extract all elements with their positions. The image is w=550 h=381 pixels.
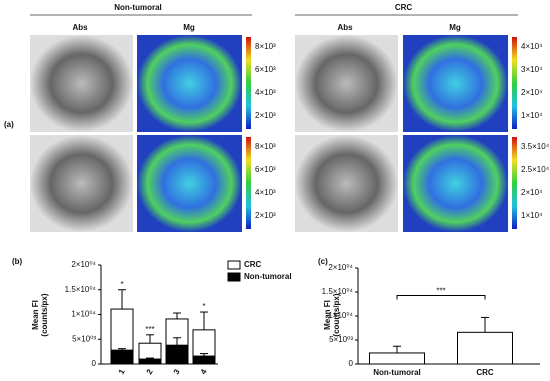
colorbar-label: 2.5×10⁴ — [521, 165, 550, 174]
bar — [369, 352, 425, 365]
y-title: Mean FI(counts/px) — [323, 293, 341, 336]
panel-label: (b) — [12, 257, 23, 266]
colorbar-label: 4×10⁴ — [521, 42, 543, 51]
mg-image — [403, 35, 508, 132]
column-label: Abs — [337, 23, 353, 32]
column-label: Mg — [449, 23, 461, 32]
colorbar — [246, 37, 251, 129]
colorbar — [246, 137, 251, 229]
bar — [192, 355, 216, 365]
x-tick-label: 4 — [199, 367, 209, 376]
group-title: Non-tumoral — [114, 3, 162, 12]
significance: *** — [436, 287, 445, 296]
y-title: Mean FI(counts/px) — [31, 293, 49, 336]
y-tick-label: 1×10⁰⁴ — [71, 310, 96, 319]
y-title-line: Mean FI — [323, 300, 332, 330]
abs-image — [30, 135, 133, 232]
mg-image — [403, 135, 508, 232]
significance: * — [202, 302, 205, 311]
bar — [138, 358, 162, 365]
legend-swatch — [227, 272, 241, 282]
bar — [165, 344, 189, 365]
bar — [110, 349, 134, 365]
y-title-line: (counts/px) — [332, 293, 341, 336]
y-tick-label: 5×10⁰³ — [72, 334, 96, 343]
y-tick-label: 0 — [349, 359, 354, 368]
colorbar-label: 3×10⁴ — [521, 65, 543, 74]
colorbar-label: 2×10³ — [255, 111, 276, 120]
x-tick-label: Non-tumoral — [373, 368, 421, 377]
y-title-line: (counts/px) — [40, 293, 49, 336]
significance: * — [120, 280, 123, 289]
colorbar-label: 2×10⁴ — [521, 88, 543, 97]
y-tick-label: 1×10⁰⁴ — [328, 311, 353, 320]
colorbar-label: 4×10³ — [255, 188, 276, 197]
colorbar-label: 8×10³ — [255, 142, 276, 151]
colorbar-label: 1×10⁴ — [521, 211, 543, 220]
colorbar-label: 3.5×10⁴ — [521, 142, 550, 151]
group-title: CRC — [395, 3, 413, 12]
significance: *** — [145, 325, 154, 334]
y-tick-label: 2×10⁰⁴ — [328, 263, 353, 272]
colorbar-label: 8×10³ — [255, 42, 276, 51]
column-label: Mg — [183, 23, 195, 32]
y-tick-label: 1.5×10⁰⁴ — [322, 287, 354, 296]
colorbar — [512, 137, 517, 229]
legend-swatch — [227, 260, 241, 270]
colorbar-label: 2×10⁴ — [521, 188, 543, 197]
legend-label: Non-tumoral — [244, 272, 292, 281]
colorbar-label: 1×10⁴ — [521, 111, 543, 120]
bar — [457, 331, 513, 365]
colorbar-label: 2×10³ — [255, 211, 276, 220]
colorbar — [512, 37, 517, 129]
y-tick-label: 0 — [92, 359, 97, 368]
colorbar-label: 4×10³ — [255, 88, 276, 97]
abs-image — [30, 35, 133, 132]
y-tick-label: 1.5×10⁰⁴ — [65, 285, 97, 294]
x-tick-label: 1 — [117, 367, 127, 376]
abs-image — [295, 35, 398, 132]
significance-bracket — [396, 294, 486, 300]
y-tick-label: 2×10⁰⁴ — [71, 260, 96, 269]
column-label: Abs — [72, 23, 88, 32]
mg-image — [137, 135, 242, 232]
y-title-line: Mean FI — [31, 300, 40, 330]
panel-label: (c) — [318, 257, 328, 266]
panel-label: (a) — [4, 120, 14, 129]
mg-image — [137, 35, 242, 132]
x-tick-label: CRC — [476, 368, 494, 377]
legend-label: CRC — [244, 260, 262, 269]
x-tick-label: 3 — [172, 367, 182, 376]
colorbar-label: 6×10³ — [255, 165, 276, 174]
colorbar-label: 6×10³ — [255, 65, 276, 74]
abs-image — [295, 135, 398, 232]
x-tick-label: 2 — [145, 367, 155, 376]
y-tick-label: 5×10⁰³ — [329, 335, 353, 344]
